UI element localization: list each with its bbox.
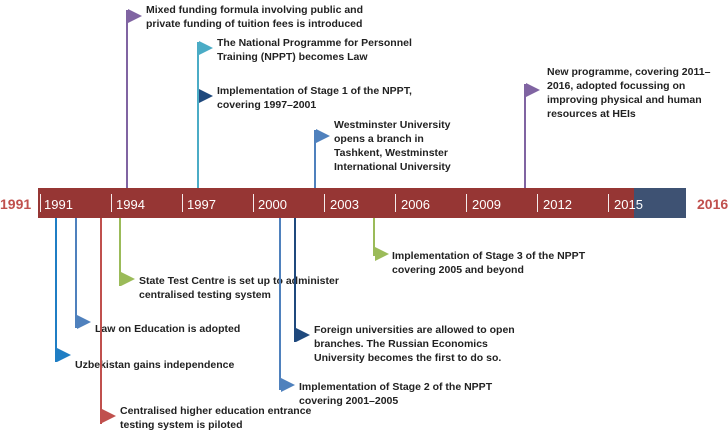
event-label-stage1: Implementation of Stage 1 of the NPPT, c…	[217, 85, 412, 111]
year-tick	[537, 194, 538, 212]
event-pole-nppt	[197, 42, 199, 188]
year-label: 2012	[543, 197, 572, 212]
flag-icon	[375, 247, 389, 261]
event-pole-stage3	[373, 218, 375, 256]
event-label-westminster: Westminster University opens a branch in…	[334, 119, 451, 173]
event-label-stage3: Implementation of Stage 3 of the NPPT co…	[392, 250, 586, 276]
year-tick	[324, 194, 325, 212]
event-label-nppt: The National Programme for Personnel Tra…	[217, 37, 412, 63]
year-label: 1994	[116, 197, 145, 212]
flag-icon	[281, 378, 295, 392]
flag-icon	[57, 348, 71, 362]
year-tick	[253, 194, 254, 212]
event-pole-westminster	[314, 130, 316, 188]
event-pole-entrance	[100, 218, 102, 424]
flag-icon	[316, 129, 330, 143]
flag-icon	[199, 41, 213, 55]
year-label: 2000	[258, 197, 287, 212]
year-tick	[40, 194, 41, 212]
year-label: 2006	[401, 197, 430, 212]
end-year-label: 2016	[697, 196, 728, 212]
flag-icon	[199, 89, 213, 103]
flag-icon	[77, 315, 91, 329]
year-tick	[608, 194, 609, 212]
event-label-independence: Uzbekistan gains independence	[75, 359, 235, 371]
timeline-bar-end	[634, 188, 686, 218]
year-tick	[111, 194, 112, 212]
year-label: 2015	[614, 197, 643, 212]
event-label-testcentre: State Test Centre is set up to administe…	[139, 275, 339, 301]
event-label-newprog: New programme, covering 2011–2016, adopt…	[547, 66, 711, 120]
year-tick	[395, 194, 396, 212]
event-pole-funding	[126, 10, 128, 188]
event-label-stage2: Implementation of Stage 2 of the NPPT co…	[299, 381, 493, 407]
event-pole-lawedu	[75, 218, 77, 328]
year-tick	[182, 194, 183, 212]
event-pole-foreign	[294, 218, 296, 342]
year-label: 1991	[44, 197, 73, 212]
event-label-foreign: Foreign universities are allowed to open…	[314, 324, 515, 364]
year-label: 2009	[472, 197, 501, 212]
start-year-label: 1991	[0, 196, 32, 212]
year-label: 2003	[330, 197, 359, 212]
year-tick	[466, 194, 467, 212]
event-pole-newprog	[524, 84, 526, 188]
timeline-bar-main	[38, 188, 634, 218]
event-pole-stage2	[279, 218, 281, 390]
flag-icon	[121, 272, 135, 286]
flag-icon	[526, 83, 540, 97]
year-label: 1997	[187, 197, 216, 212]
event-label-funding: Mixed funding formula involving public a…	[146, 4, 363, 30]
flag-icon	[296, 328, 310, 342]
flag-icon	[128, 9, 142, 23]
event-label-entrance: Centralised higher education entrance te…	[120, 405, 312, 431]
flag-icon	[102, 409, 116, 423]
timeline-bar	[38, 188, 686, 218]
event-pole-testcentre	[119, 218, 121, 286]
event-label-lawedu: Law on Education is adopted	[95, 323, 241, 335]
event-pole-independence	[55, 218, 57, 362]
